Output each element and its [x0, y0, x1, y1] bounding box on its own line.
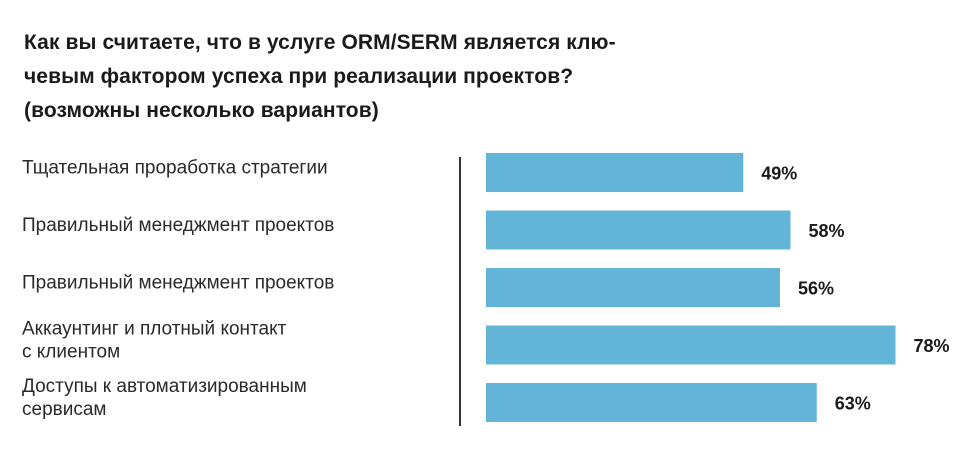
bar-value-label: 56% — [798, 279, 834, 299]
category-label: Аккаунтинг и плотный контакт — [22, 319, 287, 340]
category-label: Правильный менеджмент проектов — [22, 273, 334, 294]
chart-title: Как вы считаете, что в услуге ORM/SERM я… — [24, 26, 744, 128]
category-label: Правильный менеджмент проектов — [22, 215, 334, 236]
chart-title-line: (возможны несколько вариантов) — [24, 99, 379, 122]
bar — [486, 153, 744, 192]
category-label: Тщательная проработка стратегии — [22, 158, 328, 179]
category-label: с клиентом — [22, 342, 120, 363]
bar — [486, 268, 780, 307]
bar — [486, 210, 791, 250]
bar-value-label: 58% — [809, 221, 845, 241]
bar-value-label: 78% — [914, 336, 950, 356]
chart-title-line: Как вы считаете, что в услуге ORM/SERM я… — [24, 31, 616, 54]
category-label: сервисам — [22, 399, 106, 420]
chart-title-line: чевым фактором успеха при реализации про… — [24, 65, 574, 88]
bar-value-label: 63% — [835, 394, 871, 414]
bar — [486, 325, 896, 365]
bar — [486, 383, 817, 422]
category-label: Доступы к автоматизированным — [22, 376, 307, 397]
bar-value-label: 49% — [761, 164, 797, 184]
